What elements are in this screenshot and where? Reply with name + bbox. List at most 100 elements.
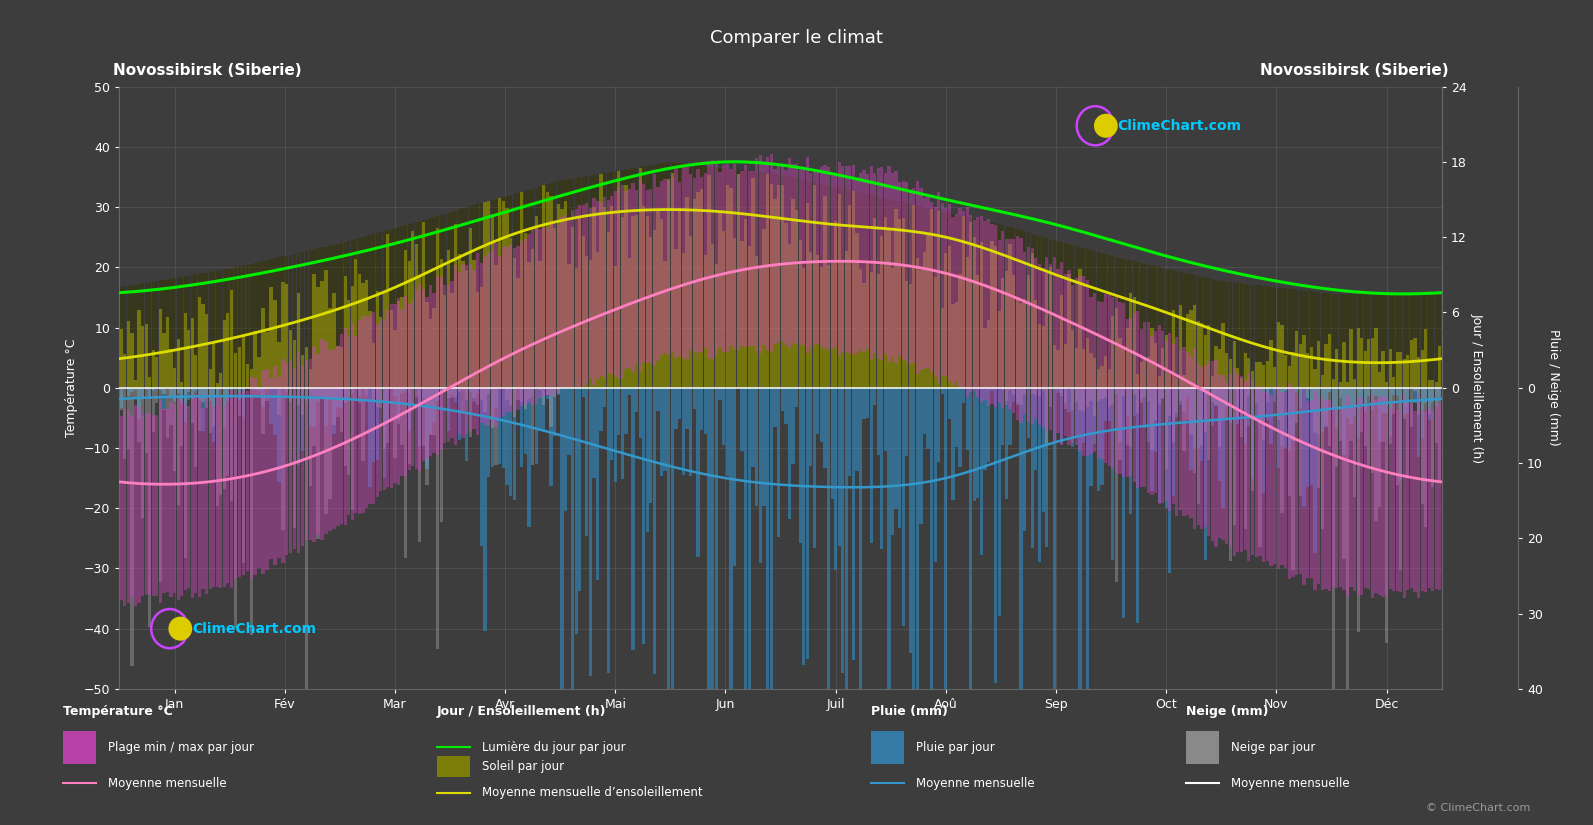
Bar (1233, 388, 1236, 390)
Bar (1005, 388, 1008, 499)
Bar (806, 181, 809, 203)
Bar (1255, 388, 1258, 403)
Bar (1153, 388, 1157, 420)
Bar (288, 255, 293, 329)
Bar (650, 237, 653, 388)
Bar (472, 270, 476, 429)
Bar (405, 388, 408, 559)
Bar (487, 388, 491, 394)
Bar (1281, 392, 1284, 565)
Bar (1136, 312, 1139, 488)
Bar (1222, 388, 1225, 507)
Bar (830, 388, 833, 499)
Bar (1067, 244, 1070, 274)
Bar (704, 172, 707, 348)
Bar (304, 346, 307, 388)
Bar (1225, 381, 1228, 544)
Bar (1258, 385, 1262, 556)
Bar (991, 224, 994, 404)
Bar (1413, 411, 1416, 592)
Bar (710, 244, 714, 388)
Bar (288, 361, 293, 553)
Bar (1298, 345, 1301, 388)
Bar (941, 203, 945, 376)
Bar (736, 170, 741, 174)
Bar (715, 388, 718, 790)
Bar (1121, 346, 1125, 388)
Bar (183, 313, 186, 388)
Bar (1292, 351, 1295, 388)
Bar (550, 183, 553, 196)
Bar (1421, 350, 1424, 388)
Bar (1144, 323, 1147, 488)
Bar (954, 214, 957, 381)
Bar (1395, 388, 1399, 485)
Bar (570, 388, 573, 818)
Bar (376, 324, 379, 497)
Bar (809, 173, 812, 348)
Bar (1039, 324, 1042, 388)
Bar (862, 194, 865, 283)
Bar (604, 207, 607, 388)
Bar (639, 167, 642, 168)
Bar (1332, 407, 1335, 587)
Bar (393, 228, 397, 330)
Bar (476, 292, 479, 388)
Bar (382, 291, 386, 388)
Bar (556, 205, 561, 388)
Bar (1107, 370, 1110, 388)
Bar (1190, 388, 1193, 435)
Bar (505, 388, 508, 484)
Bar (354, 259, 357, 388)
Bar (127, 388, 131, 396)
Bar (1112, 388, 1115, 560)
Bar (965, 257, 969, 388)
Bar (913, 205, 916, 388)
Bar (1431, 411, 1434, 592)
Bar (1008, 388, 1012, 446)
Bar (1364, 404, 1367, 588)
Bar (1416, 294, 1421, 357)
Bar (1204, 335, 1207, 388)
Bar (1112, 388, 1115, 403)
Bar (180, 276, 183, 382)
Bar (710, 160, 714, 359)
Bar (443, 388, 446, 391)
Bar (1378, 294, 1381, 372)
Bar (1281, 388, 1284, 446)
Bar (535, 187, 538, 216)
Bar (1107, 388, 1110, 407)
Bar (581, 177, 585, 236)
Bar (667, 163, 671, 179)
Bar (589, 176, 593, 260)
Bar (1403, 294, 1407, 359)
Bar (685, 166, 688, 359)
Bar (358, 388, 362, 397)
Bar (1179, 305, 1182, 388)
Bar (1150, 328, 1153, 388)
Bar (339, 243, 342, 347)
Bar (414, 291, 417, 469)
Bar (1196, 276, 1200, 321)
Bar (718, 167, 722, 212)
Bar (589, 388, 593, 676)
Bar (465, 265, 468, 434)
Bar (884, 198, 887, 217)
Bar (733, 388, 736, 566)
Bar (715, 167, 718, 264)
Bar (1012, 229, 1015, 275)
Bar (1403, 388, 1407, 416)
Bar (1239, 388, 1243, 437)
Bar (937, 192, 940, 384)
Bar (1367, 338, 1370, 388)
Bar (1158, 376, 1161, 388)
Bar (123, 409, 126, 606)
Bar (1085, 388, 1090, 728)
Bar (710, 388, 714, 706)
Bar (1133, 262, 1136, 297)
Bar (1375, 328, 1378, 388)
Bar (660, 182, 663, 356)
Bar (1251, 381, 1254, 555)
Bar (491, 388, 494, 467)
Bar (198, 388, 201, 399)
